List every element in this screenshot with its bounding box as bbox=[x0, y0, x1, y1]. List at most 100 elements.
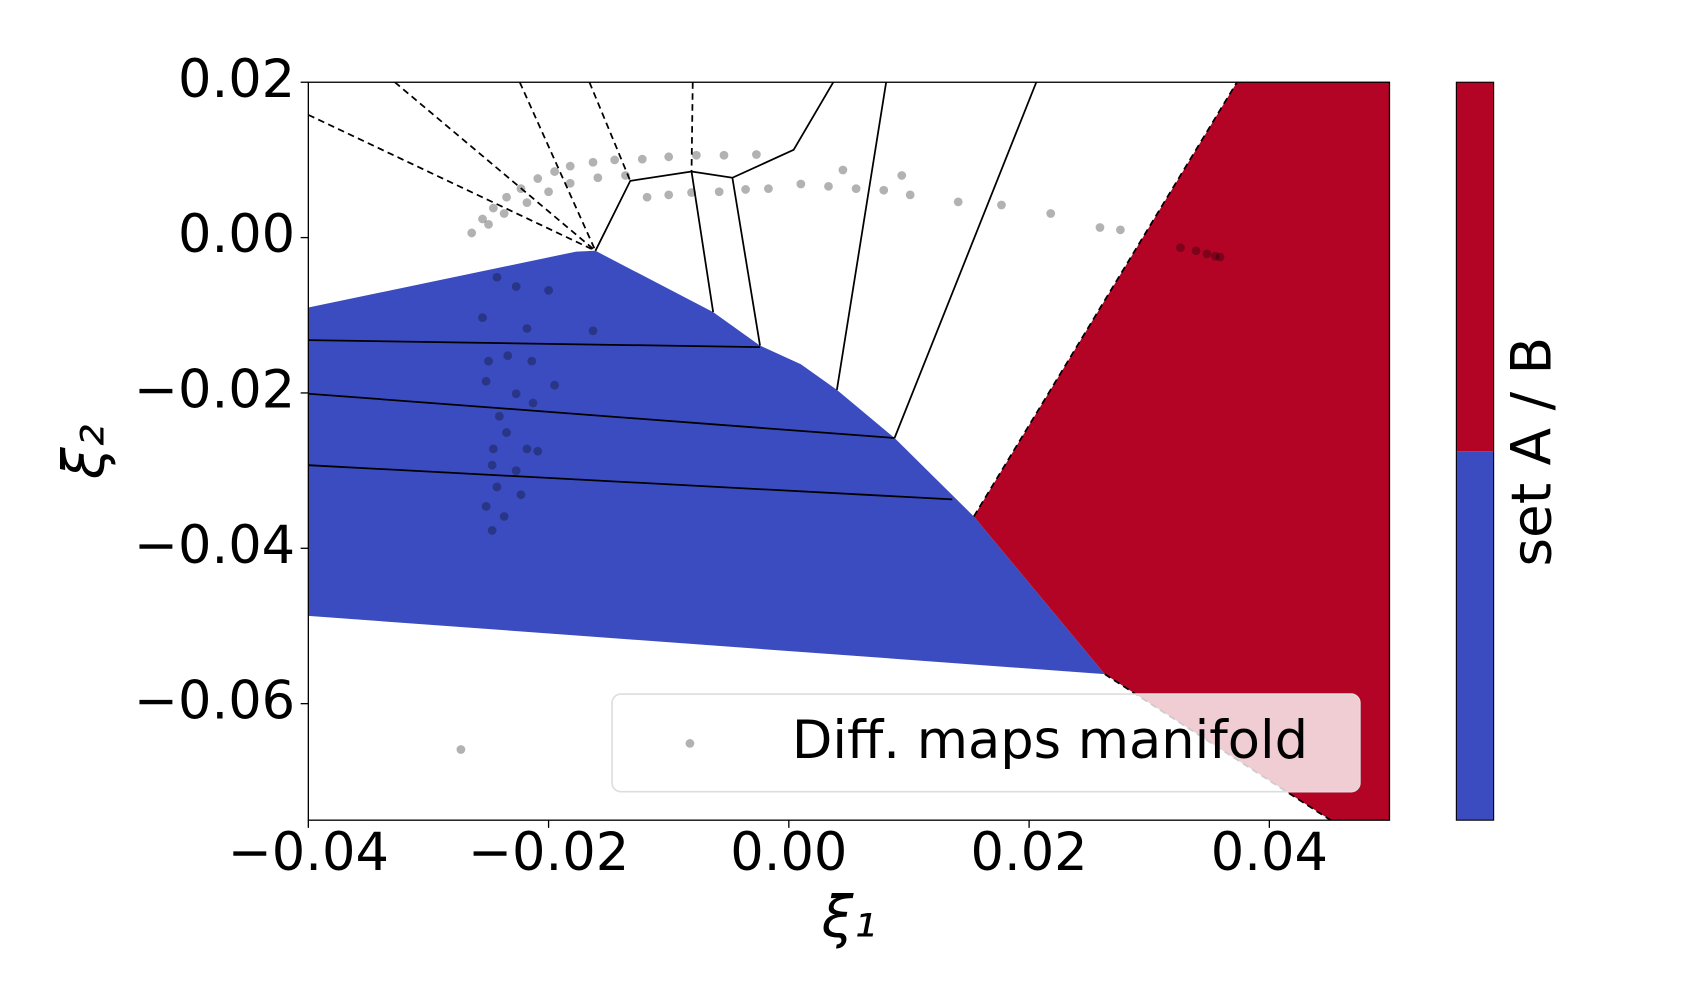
colorbar-frame bbox=[1455, 81, 1495, 821]
x-tick-label: 0.00 bbox=[730, 822, 847, 883]
colorbar-label: set A / B bbox=[1499, 337, 1563, 567]
boundary-line bbox=[690, 171, 715, 313]
boundary-line bbox=[308, 339, 761, 348]
point bbox=[527, 356, 537, 366]
point bbox=[714, 187, 724, 197]
point bbox=[494, 411, 504, 421]
plot-frame bbox=[307, 81, 1391, 821]
boundary-line bbox=[394, 82, 597, 252]
boundary-line bbox=[308, 464, 953, 501]
y-tick-label: 0.02 bbox=[178, 49, 295, 110]
point bbox=[1095, 223, 1105, 232]
x-tick-label: 0.04 bbox=[1211, 822, 1328, 883]
point bbox=[1215, 252, 1225, 262]
point bbox=[796, 179, 806, 189]
point bbox=[905, 190, 915, 200]
point bbox=[516, 184, 526, 194]
point bbox=[550, 380, 559, 390]
legend-marker bbox=[685, 739, 695, 748]
point bbox=[838, 165, 848, 175]
point bbox=[528, 398, 538, 408]
point bbox=[824, 181, 833, 191]
boundary-line bbox=[731, 177, 761, 346]
point bbox=[687, 188, 696, 197]
point bbox=[492, 272, 502, 282]
y-axis-label: ξ₂ bbox=[52, 424, 118, 480]
point bbox=[610, 155, 620, 165]
point bbox=[499, 209, 509, 218]
point bbox=[588, 157, 598, 167]
point bbox=[511, 466, 521, 476]
boundary-line bbox=[973, 82, 1238, 517]
colorbar-segment bbox=[1456, 82, 1494, 452]
point bbox=[851, 184, 861, 194]
point bbox=[1046, 209, 1056, 218]
x-tick-label: −0.02 bbox=[468, 822, 629, 883]
x-axis-label: ξ₁ bbox=[821, 885, 877, 951]
point bbox=[544, 187, 553, 197]
point bbox=[502, 428, 511, 437]
point bbox=[593, 173, 603, 183]
boundary-line bbox=[518, 82, 597, 252]
point bbox=[588, 326, 598, 336]
point bbox=[1210, 251, 1220, 261]
point bbox=[664, 190, 674, 200]
point bbox=[481, 501, 491, 511]
point bbox=[522, 324, 532, 333]
point bbox=[741, 185, 750, 194]
boundary-line bbox=[690, 82, 694, 172]
point bbox=[516, 490, 526, 500]
point bbox=[764, 184, 773, 194]
point bbox=[879, 185, 889, 195]
point bbox=[484, 220, 493, 229]
boundary-line bbox=[594, 82, 835, 252]
point bbox=[621, 171, 630, 180]
boundary-line bbox=[308, 392, 895, 439]
region bbox=[973, 82, 1390, 821]
point bbox=[565, 161, 575, 171]
point bbox=[691, 150, 701, 160]
colorbar-segment bbox=[1456, 451, 1494, 821]
boundary-line bbox=[893, 82, 1038, 439]
point bbox=[637, 154, 647, 164]
point bbox=[1176, 243, 1185, 253]
point bbox=[467, 228, 477, 238]
legend-label: Diff. maps manifold bbox=[792, 710, 1308, 771]
point bbox=[897, 171, 907, 180]
point bbox=[499, 512, 509, 521]
point bbox=[1191, 246, 1201, 256]
point bbox=[997, 200, 1006, 210]
point bbox=[492, 482, 502, 492]
x-tick-label: 0.02 bbox=[970, 822, 1087, 883]
boundary-line bbox=[836, 82, 888, 390]
y-tick-label: −0.02 bbox=[134, 360, 295, 421]
point bbox=[719, 150, 729, 160]
y-tick-label: 0.00 bbox=[178, 204, 295, 265]
boundary-line bbox=[588, 82, 632, 182]
point bbox=[533, 174, 543, 183]
point bbox=[502, 192, 511, 202]
y-tick-label: −0.06 bbox=[134, 670, 295, 731]
point bbox=[752, 150, 761, 159]
point bbox=[550, 167, 559, 176]
point bbox=[478, 313, 487, 322]
point bbox=[487, 460, 497, 470]
point bbox=[481, 376, 491, 386]
point bbox=[488, 203, 498, 213]
point bbox=[642, 192, 652, 202]
point bbox=[511, 282, 521, 291]
point bbox=[565, 178, 575, 188]
x-tick-label: −0.04 bbox=[228, 822, 389, 883]
point bbox=[522, 198, 532, 208]
point bbox=[487, 526, 497, 535]
point bbox=[511, 389, 521, 399]
y-tick-label: −0.04 bbox=[134, 515, 295, 576]
point bbox=[456, 745, 466, 754]
point bbox=[544, 286, 553, 295]
point bbox=[664, 152, 674, 162]
boundary-line bbox=[308, 114, 596, 252]
point bbox=[522, 444, 532, 454]
point bbox=[488, 444, 498, 454]
